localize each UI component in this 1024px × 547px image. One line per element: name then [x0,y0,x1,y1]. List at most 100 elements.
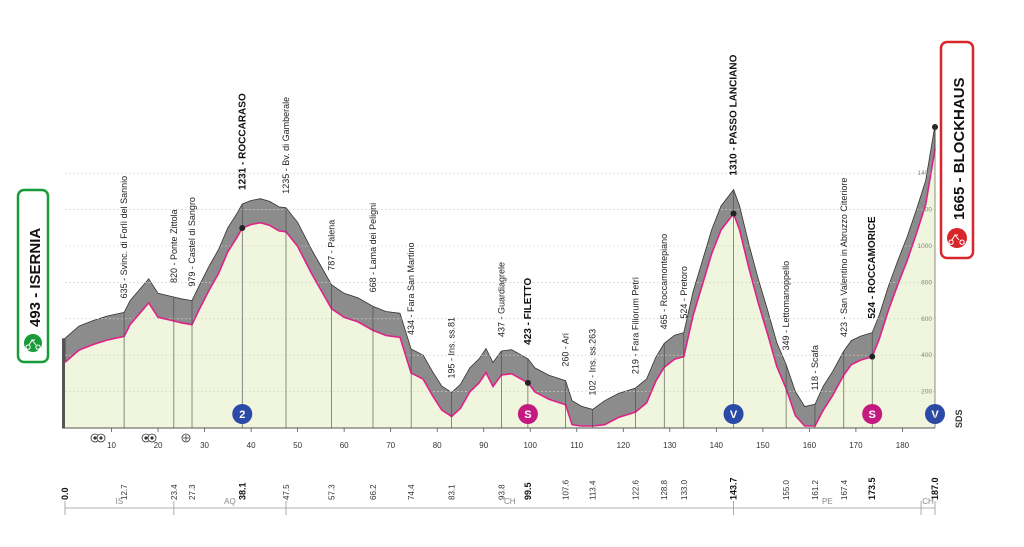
km-label: 173.5 [867,477,877,500]
location-label: 260 - Ari [561,333,571,367]
location-label: 102 - Ins. ss.263 [588,329,598,396]
km-label: 12.7 [120,484,129,500]
km-label: 93.8 [497,484,506,500]
km-label: 107.6 [562,479,571,500]
gpm-marker [723,404,744,424]
km-label: 128.8 [660,479,669,500]
km-label: 143.7 [729,477,739,500]
road-line [64,148,936,427]
x-tick-label: 80 [433,441,442,450]
x-tick-label: 50 [293,441,302,450]
location-label: 524 - Pretoro [679,266,689,319]
km-label: 27.3 [188,484,197,500]
location-label: 437 - Guardiagrele [496,262,506,337]
location-label: 349 - Lettomanoppello [781,261,791,351]
x-tick-label: 70 [386,441,395,450]
x-tick-label: 120 [617,441,631,450]
summit-dot [524,379,531,386]
railway-icon-glyph [183,435,189,441]
x-tick-label: 130 [663,441,677,450]
gpm-marker [232,404,253,424]
sprint-marker-label: S [869,409,876,421]
location-label: 118 - Scafa [810,345,820,390]
y-tick-label: 400 [921,352,932,359]
sprint-marker [862,404,883,424]
finish-badge-box [939,40,975,260]
gpm-marker-label: V [730,409,738,421]
x-tick-label: 180 [896,441,910,450]
x-tick-label: 60 [340,441,349,450]
km-label: 38.1 [237,482,247,500]
x-tick-label: 170 [849,441,863,450]
km-label: 187.0 [930,477,940,500]
y-tick-label: 1000 [918,243,933,250]
profile-fill-area [65,149,935,428]
sds-logo: SDS [954,409,964,428]
location-label: 635 - Svinc. di Forlì del Sannio [119,176,129,299]
km-label: 99.5 [523,482,533,500]
x-tick-label: 30 [200,441,209,450]
km-label: 83.1 [448,484,457,500]
finish-label: 1665 - BLOCKHAUS [951,77,968,220]
y-tick-label: 1400 [918,170,933,177]
tunnel-icon-core [99,436,103,440]
start-badge: 493 - ISERNIA [16,188,50,364]
km-label: 23.4 [170,484,179,500]
gpm-marker-label: 2 [239,409,245,421]
bike-icon [24,334,42,352]
x-tick-label: 10 [107,441,116,450]
x-tick-label: 100 [524,441,538,450]
location-label: 1235 - Bv. di Gamberale [281,97,291,194]
location-label: 423 - San Valentino in Abruzzo Citeriore [839,178,849,337]
y-tick-label: 1200 [918,207,933,214]
region-label: IS [116,497,124,506]
location-label: 524 - ROCCAMORICE [867,216,878,319]
km-label: 122.6 [631,479,640,500]
y-tick-label: 600 [921,316,932,323]
km-label: 167.4 [840,479,849,500]
sprint-marker [517,404,538,424]
summit-dot [239,224,246,231]
location-label: 787 - Palena [327,220,337,271]
bike-icon-glyph [25,339,41,350]
location-label: 1231 - ROCCARASO [237,93,248,190]
location-label: 1310 - PASSO LANCIANO [729,54,740,175]
km-label: 161.2 [811,479,820,500]
tunnel-icon-core [93,436,97,440]
start-label: 493 - ISERNIA [27,228,44,327]
region-label: AQ [224,497,236,506]
location-label: 668 - Lama dei Peligni [368,203,378,293]
finish-gpm-label: V [931,409,939,421]
x-tick-label: 160 [803,441,817,450]
region-label: CH [922,497,934,506]
location-label: 423 - FILETTO [523,278,534,345]
summit-dot [730,210,737,217]
location-label: 434 - Fara San Martino [406,242,416,335]
km-label: 74.4 [407,484,416,500]
location-label: 195 - Ins. ss.81 [447,317,457,379]
km-label: 47.5 [282,484,291,500]
region-label: CH [504,497,516,506]
km-label: 0.0 [60,487,70,500]
sprint-marker-label: S [524,409,531,421]
km-label: 113.4 [589,480,598,500]
finish-badge: 1665 - BLOCKHAUS [939,40,975,260]
region-label: PE [822,497,833,506]
tunnel-icon-core [150,436,154,440]
y-tick-label: 800 [921,279,932,286]
x-tick-label: 140 [710,441,724,450]
location-label: 820 - Ponte Zittola [169,209,179,283]
finish-bike-glyph [948,234,965,245]
x-tick-label: 110 [570,441,583,450]
x-tick-label: 150 [756,441,770,450]
km-label: 66.2 [369,484,378,500]
x-tick-label: 40 [247,441,256,450]
location-label: 219 - Fara Filiorum Petri [630,277,640,374]
location-label: 979 - Castel di Sangro [187,197,197,287]
km-label: 133.0 [680,479,689,500]
start-cliff [62,338,65,428]
location-label: 465 - Roccamontepiano [659,234,669,330]
y-tick-label: 200 [921,389,932,396]
start-badge-box [16,188,50,364]
